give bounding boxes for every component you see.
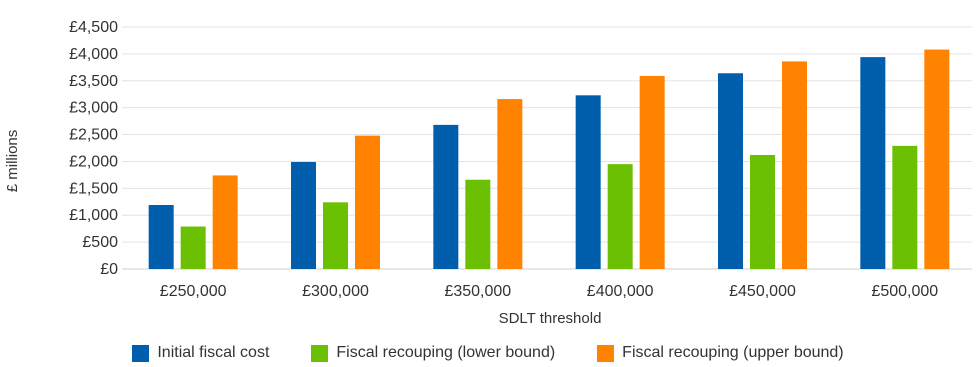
bar: [323, 202, 348, 269]
legend-swatch: [132, 344, 150, 362]
bar: [639, 75, 665, 269]
legend-item: Fiscal recouping (lower bound): [311, 344, 555, 362]
bar: [180, 226, 206, 269]
x-tick-label: £450,000: [729, 283, 796, 300]
bar: [497, 99, 523, 269]
bar: [465, 179, 491, 269]
legend-label: Initial fiscal cost: [157, 344, 270, 361]
legend-item: Fiscal recouping (upper bound): [597, 344, 844, 362]
y-axis-ticks: £0 £500 £1,000 £1,500 £2,000 £2,500 £3,000 £3,5…: [69, 19, 118, 278]
bar: [924, 49, 950, 269]
y-tick-label: £3,000: [69, 100, 118, 117]
y-tick-label: £0: [100, 261, 118, 278]
legend-swatch: [597, 344, 615, 362]
bar: [148, 205, 174, 269]
x-tick-label: £300,000: [302, 283, 369, 300]
x-tick-label: £500,000: [871, 283, 938, 300]
bar: [355, 135, 380, 269]
bar: [212, 175, 238, 269]
bar: [860, 57, 886, 269]
x-axis-ticks: £250,000 £300,000 £350,000 £400,000 £450,000…: [160, 283, 939, 300]
bar: [607, 164, 633, 269]
legend-swatch: [311, 344, 329, 362]
y-tick-label: £4,000: [69, 46, 118, 63]
bars: [148, 49, 950, 270]
y-tick-label: £1,000: [69, 207, 118, 224]
gridlines: [122, 26, 972, 270]
bar: [575, 95, 601, 269]
bar: [892, 145, 918, 269]
x-tick-label: £400,000: [587, 283, 654, 300]
x-tick-label: £350,000: [444, 283, 511, 300]
y-tick-label: £1,500: [69, 180, 118, 197]
y-tick-label: £4,500: [69, 19, 118, 36]
bar: [718, 73, 743, 269]
x-tick-label: £250,000: [160, 283, 227, 300]
y-tick-label: £2,000: [69, 153, 118, 170]
bar: [291, 161, 316, 269]
x-axis-title: SDLT threshold: [499, 310, 602, 327]
bar: [433, 124, 459, 270]
legend-label: Fiscal recouping (lower bound): [336, 344, 556, 361]
bar: [782, 61, 807, 269]
y-tick-label: £3,500: [69, 73, 118, 90]
legend-label: Fiscal recouping (upper bound): [622, 344, 844, 361]
legend: Initial fiscal cost Fiscal recouping (low…: [0, 344, 976, 362]
bar: [750, 154, 775, 269]
y-tick-label: £2,500: [69, 127, 118, 144]
legend-item: Initial fiscal cost: [132, 344, 269, 362]
y-axis-title: £ millions: [4, 130, 21, 193]
y-tick-label: £500: [82, 234, 118, 251]
